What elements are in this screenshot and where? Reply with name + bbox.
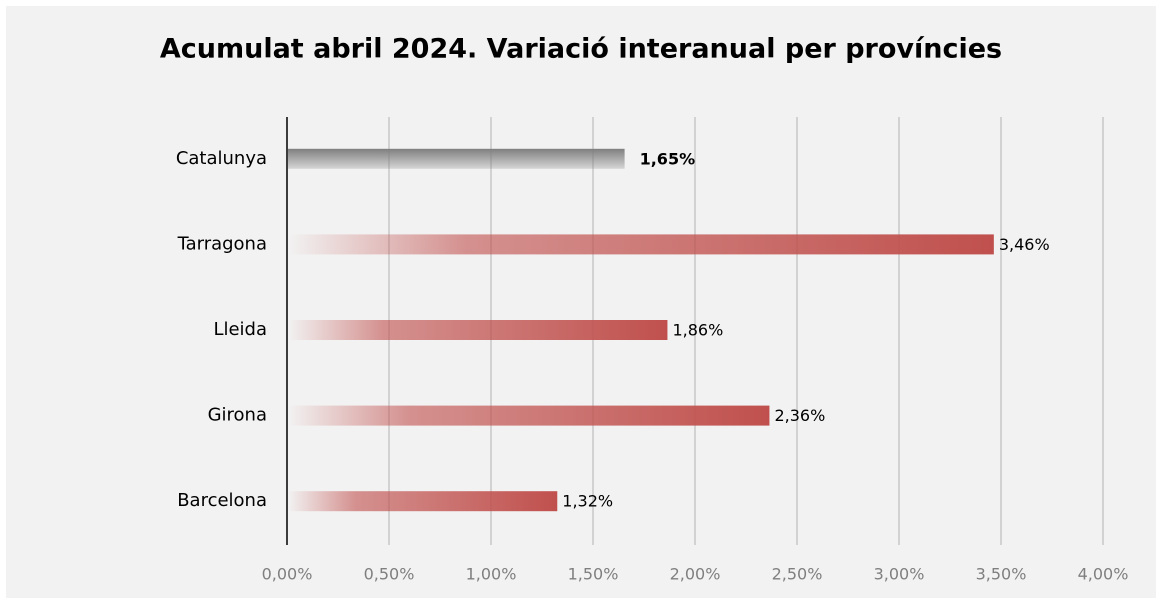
y-tick-label: Tarragona	[177, 233, 267, 254]
x-tick-label: 0,00%	[262, 565, 313, 584]
x-tick-label: 3,00%	[874, 565, 925, 584]
bar	[288, 491, 558, 512]
chart-title: Acumulat abril 2024. Variació interanual…	[160, 34, 1002, 65]
data-label: 3,46%	[999, 235, 1050, 254]
x-tick-label: 1,00%	[466, 565, 517, 584]
x-tick-label: 3,50%	[976, 565, 1027, 584]
data-label: 1,86%	[672, 321, 723, 340]
x-tick-label: 1,50%	[568, 565, 619, 584]
data-label: 1,32%	[562, 492, 613, 511]
y-tick-label: Catalunya	[176, 148, 267, 169]
bar	[288, 234, 994, 255]
y-tick-label: Girona	[208, 405, 267, 426]
data-label: 1,65%	[640, 149, 696, 168]
x-tick-label: 2,00%	[670, 565, 721, 584]
bar	[288, 320, 668, 340]
x-tick-label: 0,50%	[364, 565, 415, 584]
bar	[288, 148, 625, 169]
y-tick-label: Lleida	[213, 319, 267, 340]
data-label: 2,36%	[774, 406, 825, 425]
x-tick-label: 2,50%	[772, 565, 823, 584]
y-tick-label: Barcelona	[177, 490, 267, 511]
x-tick-label: 4,00%	[1078, 565, 1129, 584]
bar	[288, 405, 770, 426]
chart-background	[6, 6, 1156, 598]
